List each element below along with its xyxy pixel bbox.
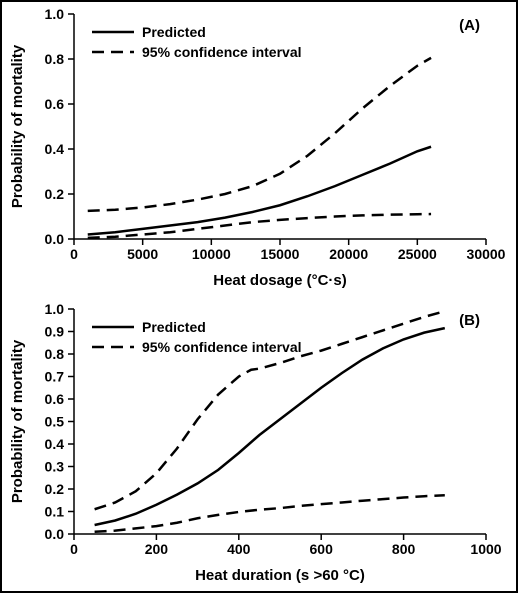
panel-b: 0 200 400 600 800 1000 0.0 0.1 0.2 0.3 0.4 0.5 0.6 0.… [2,297,516,592]
y-tick-label: 0.7 [45,369,65,385]
x-tick-label: 25000 [398,246,437,262]
y-tick-label: 0.4 [45,141,65,157]
y-tick-label: 0.6 [45,96,65,112]
y-tick-label: 0.9 [45,324,65,340]
y-tick-label: 0.0 [45,231,65,247]
y-axis-label: Probability of mortality [9,44,26,208]
ci-lower-line [88,214,431,238]
y-tick-label: 0.1 [45,504,65,520]
chart-a-svg: 0 5000 10000 15000 20000 25000 30000 0.0 0.2 0.4 0… [2,2,516,297]
ci-lower-line [95,495,445,531]
x-tick-label: 600 [310,541,334,557]
y-axis-label: Probability of mortality [9,339,26,503]
legend-label-predicted: Predicted [142,319,206,335]
figure-container: 0500010000150002000025000300000.00.20.40… [0,0,518,593]
y-tick-label: 0.6 [45,391,65,407]
x-tick-label: 1000 [470,541,501,557]
legend-label-predicted: Predicted [142,24,206,40]
legend-label-ci: 95% confidence interval [142,339,302,355]
y-tick-label: 1.0 [45,301,65,317]
legend-label-ci: 95% confidence interval [142,44,302,60]
x-axis-label: Heat dosage (°C·s) [213,272,347,289]
x-tick-label: 10000 [192,246,231,262]
x-axis-label: Heat duration (s >60 °C) [195,567,365,584]
x-tick-label: 0 [70,541,78,557]
x-tick-label: 200 [145,541,169,557]
y-tick-label: 0.2 [45,481,65,497]
x-tick-label: 400 [227,541,251,557]
x-tick-label: 5000 [127,246,158,262]
y-tick-label: 0.3 [45,459,65,475]
x-tick-label: 0 [70,246,78,262]
y-tick-label: 0.8 [45,346,65,362]
y-tick-label: 1.0 [45,6,65,22]
y-tick-label: 0.8 [45,51,65,67]
panel-label: (A) [459,17,480,34]
predicted-line [95,328,445,525]
x-tick-label: 20000 [329,246,368,262]
y-tick-label: 0.4 [45,436,65,452]
panel-label: (B) [459,312,480,329]
x-tick-label: 15000 [261,246,300,262]
y-tick-label: 0.5 [45,414,65,430]
chart-b-svg: 0 200 400 600 800 1000 0.0 0.1 0.2 0.3 0.4 0.5 0.6 0.… [2,297,516,592]
ci-upper-line [88,58,431,211]
x-tick-label: 800 [392,541,416,557]
y-tick-label: 0.0 [45,526,65,542]
x-tick-label: 30000 [467,246,506,262]
y-tick-label: 0.2 [45,186,65,202]
panel-a: 0 5000 10000 15000 20000 25000 30000 0.0 0.2 0.4 0… [2,2,516,297]
